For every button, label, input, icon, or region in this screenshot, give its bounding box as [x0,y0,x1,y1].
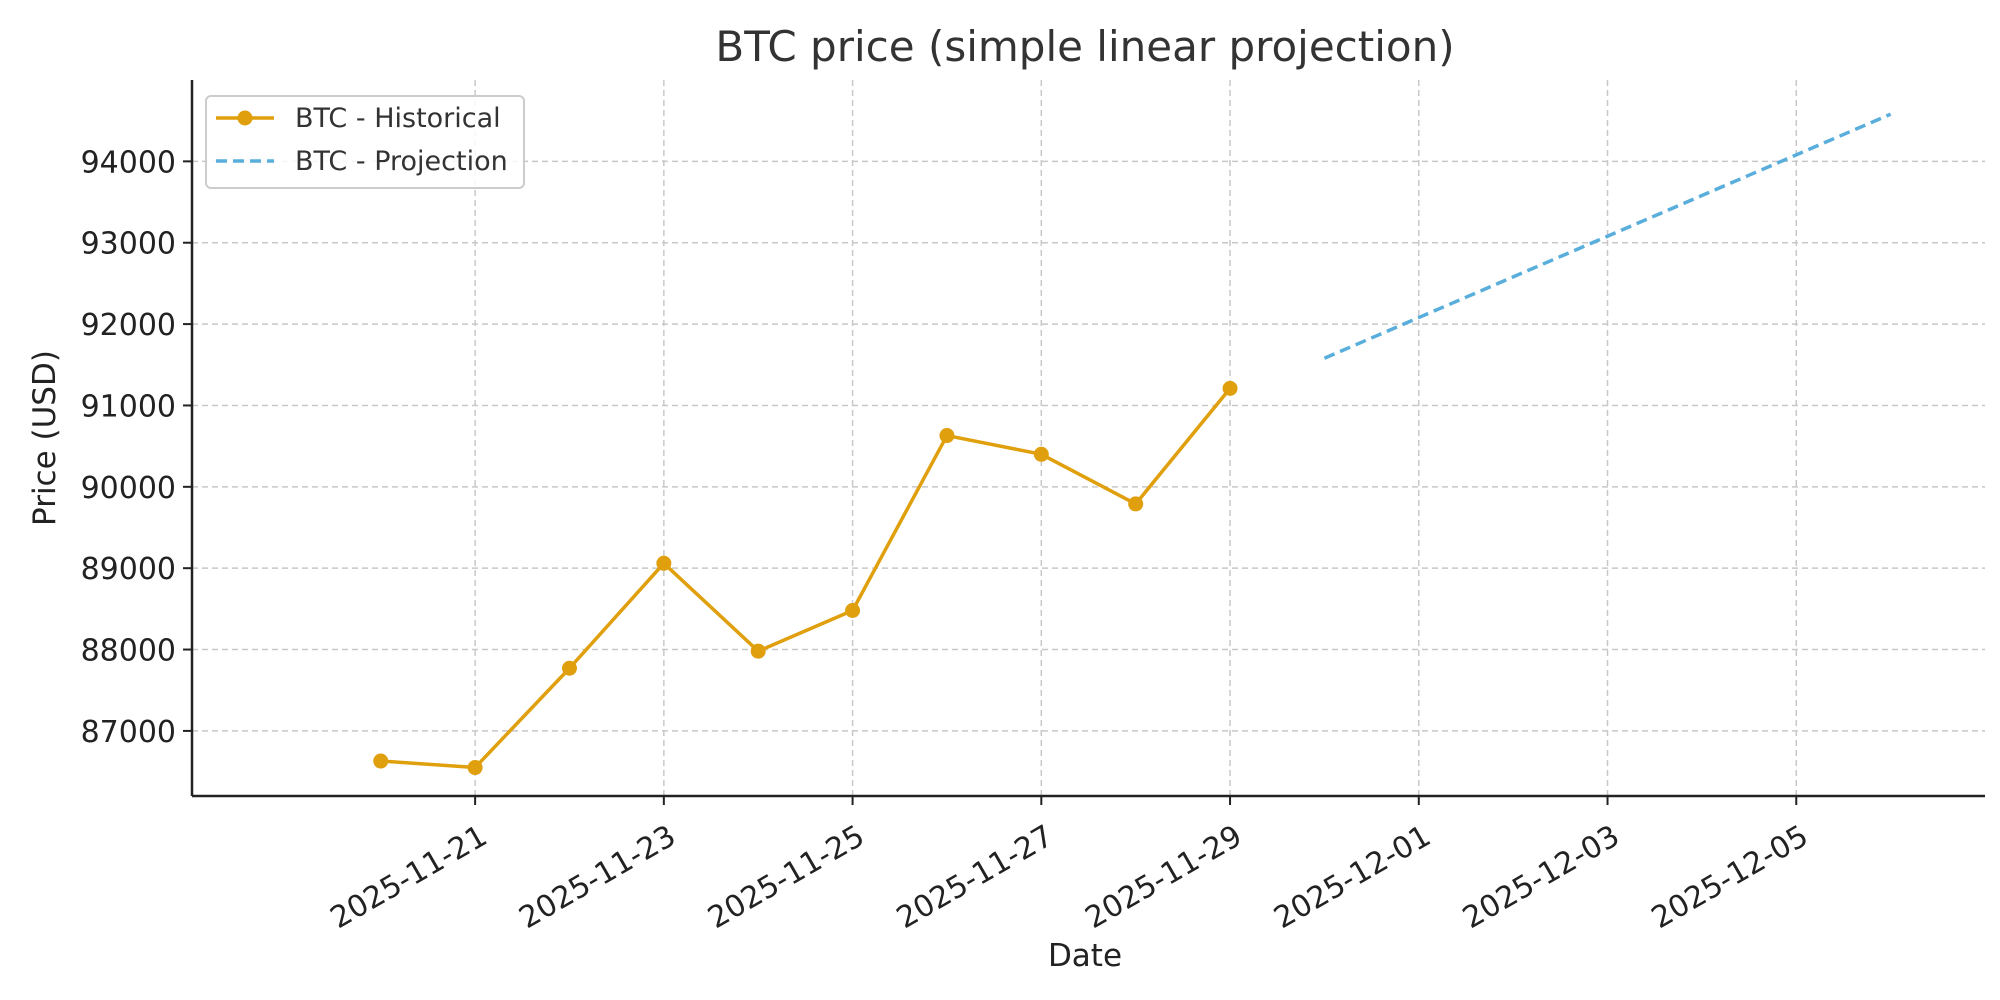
x-tick-label: 2025-12-05 [1646,819,1814,936]
x-axis-label: Date [1048,938,1122,974]
y-tick-label: 87000 [81,715,176,750]
chart-title: BTC price (simple linear projection) [715,22,1454,71]
y-tick-label: 89000 [81,552,176,587]
data-point-marker [561,660,577,676]
x-tick-label: 2025-11-23 [513,819,681,936]
legend-label-projection: BTC - Projection [295,146,508,177]
data-point-marker [939,428,955,444]
x-tick-label: 2025-11-27 [891,819,1059,936]
x-tick-label: 2025-11-29 [1080,819,1248,936]
series-line-projection [1323,112,1892,360]
data-point-marker [845,602,861,618]
data-point-marker [467,760,483,776]
legend-box [205,95,525,189]
data-point-marker [1222,380,1238,396]
axes-layer [190,80,1985,798]
data-point-marker [1128,496,1144,512]
y-tick-label: 90000 [81,471,176,506]
y-tick-label: 91000 [81,389,176,424]
x-tick-label: 2025-12-03 [1457,819,1625,936]
legend-label-historical: BTC - Historical [295,103,501,134]
legend: BTC - Historical BTC - Projection [205,95,525,189]
x-tick-label: 2025-11-25 [702,819,870,936]
grid-layer [192,80,1985,796]
x-tick-label: 2025-11-21 [325,819,493,936]
y-axis-label: Price (USD) [27,350,63,526]
data-point-marker [656,555,672,571]
y-tick-label: 94000 [81,145,176,180]
x-tick-layer: 2025-11-21 2025-11-23 2025-11-25 2025-11-27… [325,796,1814,936]
y-tick-label: 88000 [81,634,176,669]
series-line-historical [380,387,1232,770]
y-tick-label: 93000 [81,227,176,262]
x-tick-label: 2025-12-01 [1268,819,1436,936]
y-tick-layer: 87000 88000 89000 90000 91000 92000 93000 94000 [81,145,192,750]
legend-marker-historical [237,110,253,126]
series-layer [373,112,1892,776]
data-point-marker [373,753,389,769]
data-point-marker [1033,446,1049,462]
legend-item-projection: BTC - Projection [216,146,508,177]
y-tick-label: 92000 [81,308,176,343]
data-point-marker [750,643,766,659]
legend-item-historical: BTC - Historical [216,103,501,134]
